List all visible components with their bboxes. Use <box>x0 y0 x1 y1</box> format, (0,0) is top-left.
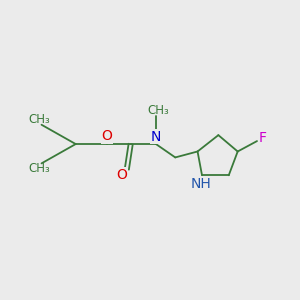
Text: O: O <box>101 129 112 143</box>
Text: CH₃: CH₃ <box>28 113 50 126</box>
Text: O: O <box>116 168 127 182</box>
Text: CH₃: CH₃ <box>28 162 50 175</box>
Text: NH: NH <box>190 177 211 191</box>
Text: N: N <box>151 130 161 144</box>
Text: CH₃: CH₃ <box>147 104 169 117</box>
Text: F: F <box>258 131 266 145</box>
